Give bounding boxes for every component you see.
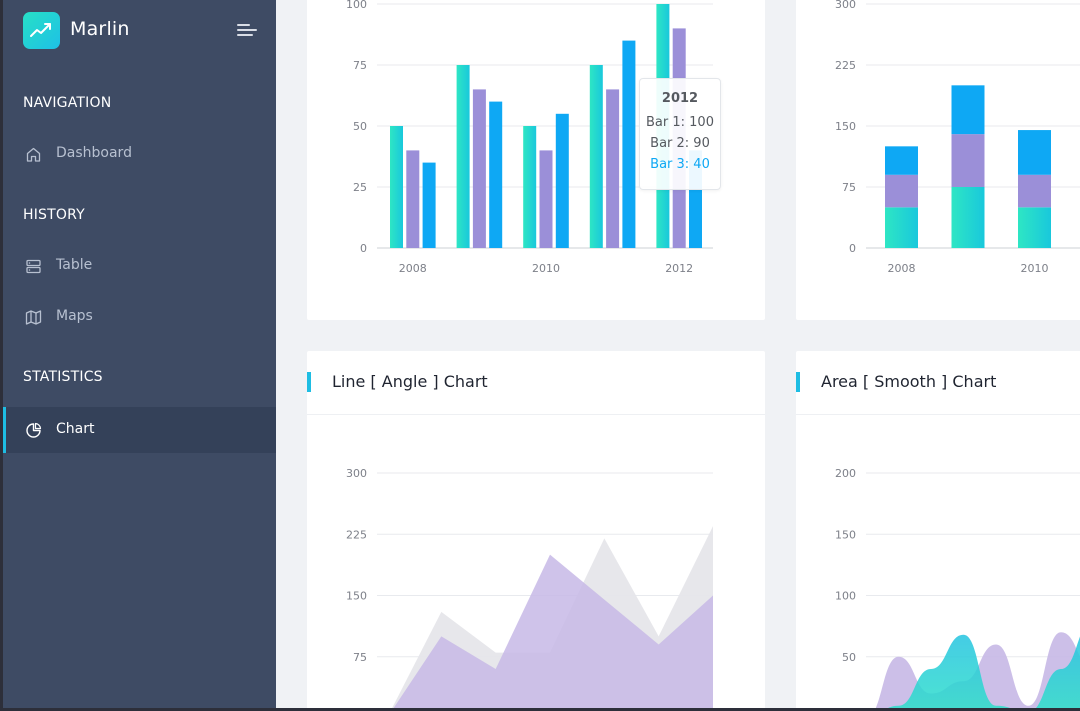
x-tick-label: 2008 [888,262,916,275]
y-tick-label: 0 [849,242,856,255]
bar [539,150,553,248]
card-accent-bar [796,372,800,392]
y-tick-label: 100 [835,590,856,603]
smooth-area-chart: 50 100 150 200 [835,467,1080,708]
x-tick-label: 2010 [532,262,560,275]
main-content: 0 25 50 75 100 2008 2010 2012 2012 Bar 1: 100 B… [276,0,1080,708]
y-tick-label: 225 [346,528,367,541]
bar [456,65,470,248]
card-title: Line [ Angle ] Chart [332,372,488,391]
sidebar-item-label: Maps [56,308,93,324]
y-tick-label: 75 [842,181,856,194]
section-title-navigation: NAVIGATION [23,95,112,111]
card-header: Area [ Smooth ] Chart [796,351,1080,415]
tooltip-row-bar3: Bar 3: 40 [650,157,710,172]
sidebar-item-table[interactable]: Table [3,243,276,289]
card-header: Line [ Angle ] Chart [307,351,765,415]
y-tick-label: 75 [353,651,367,664]
y-tick-label: 50 [353,120,367,133]
stacked-bar-segment [1018,174,1051,208]
stacked-bar-segment [951,187,985,248]
bar [472,89,486,249]
home-icon [26,147,41,162]
map-icon [25,310,42,325]
y-tick-label: 200 [835,467,856,480]
tooltip-row-bar2: Bar 2: 90 [650,136,710,151]
sidebar-item-dashboard[interactable]: Dashboard [3,131,276,177]
angle-area-chart: 75 150 225 300 [346,467,713,708]
y-tick-label: 225 [835,59,856,72]
bar [406,150,420,248]
menu-toggle-icon[interactable] [237,22,257,38]
card-title: Area [ Smooth ] Chart [821,372,997,391]
stacked-bar-segment [1018,130,1051,175]
chart-tooltip: 2012 Bar 1: 100 Bar 2: 90 Bar 3: 40 [639,78,721,190]
y-tick-label: 150 [346,590,367,603]
sidebar-item-label: Chart [56,421,95,437]
y-tick-label: 25 [353,181,367,194]
stacked-bar-segment [1018,207,1051,248]
stacked-bar-chart: 0 75 150 225 300 2008 2010 [835,0,1080,275]
x-tick-label: 2010 [1021,262,1049,275]
logo-icon [23,12,60,49]
window-edge [0,0,3,711]
y-tick-label: 100 [346,0,367,11]
sidebar-item-label: Dashboard [56,145,132,161]
y-tick-label: 300 [346,467,367,480]
card-accent-bar [307,372,311,392]
window-edge [0,708,1080,711]
sidebar-item-chart[interactable]: Chart [3,407,276,453]
y-tick-label: 300 [835,0,856,11]
y-tick-label: 75 [353,59,367,72]
x-tick-label: 2008 [399,262,427,275]
tooltip-row-bar1: Bar 1: 100 [646,115,714,130]
stacked-bar-segment [885,174,918,208]
bar [555,113,569,248]
tooltip-title: 2012 [661,91,699,106]
bar [422,162,436,248]
x-tick-label: 2012 [665,262,693,275]
table-icon [26,259,41,274]
section-title-history: HISTORY [23,207,85,223]
bar [523,126,537,248]
area-series [393,554,713,708]
app-title: Marlin [70,18,130,40]
pie-chart-icon [26,422,42,438]
section-title-statistics: STATISTICS [23,369,103,385]
sidebar: Marlin NAVIGATION Dashboard HISTORY Tabl… [3,0,276,708]
chart-card-line-angle: Line [ Angle ] Chart 75 150 225 300 [307,351,765,708]
stacked-bar-segment [885,146,918,175]
bar [606,89,620,249]
bar [622,40,636,248]
chart-card-grouped-bar: 0 25 50 75 100 2008 2010 2012 2012 Bar 1: 100 B… [307,0,765,320]
y-tick-label: 150 [835,528,856,541]
bar [489,101,503,248]
stacked-bar-segment [885,207,918,248]
stacked-bar-segment [951,85,985,135]
sidebar-item-maps[interactable]: Maps [3,294,276,340]
y-tick-label: 0 [360,242,367,255]
bar [390,126,403,248]
chart-card-stacked-bar: 0 75 150 225 300 2008 2010 [796,0,1080,320]
y-tick-label: 150 [835,120,856,133]
chart-card-area-smooth: Area [ Smooth ] Chart 50 100 150 200 [796,351,1080,708]
smooth-area-series [888,634,1080,708]
y-tick-label: 50 [842,651,856,664]
sidebar-item-label: Table [56,257,93,273]
bar [589,65,603,248]
stacked-bar-segment [951,134,985,187]
